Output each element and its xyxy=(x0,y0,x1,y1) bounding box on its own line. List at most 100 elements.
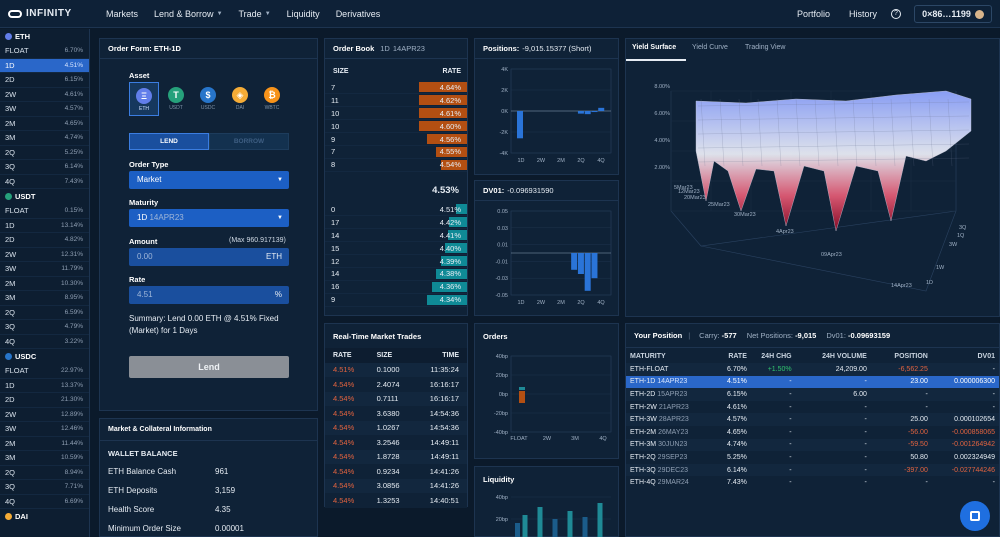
net-label: Net Positions: xyxy=(746,331,793,340)
order-book-row[interactable]: 7 4.64% xyxy=(325,81,467,94)
sidebar-item-usdc-1d[interactable]: 1D 13.37% xyxy=(0,379,89,393)
position-row[interactable]: ETH-3M 30JUN23 4.74% - - -59.50 -0.001264942 xyxy=(626,438,999,452)
sidebar-item-rate: 6.59% xyxy=(64,308,83,316)
asset-usdc[interactable]: $ USDC xyxy=(193,82,223,116)
sidebar-item-eth-2w[interactable]: 2W 4.61% xyxy=(0,88,89,102)
order-book-row[interactable]: 12 4.39% xyxy=(325,254,467,268)
position-row[interactable]: ETH-1D 14APR23 4.51% - - 23.00 0.000006300 xyxy=(626,375,999,389)
order-book-row[interactable]: 9 4.56% xyxy=(325,132,467,146)
sidebar-item-eth-3w[interactable]: 3W 4.57% xyxy=(0,102,89,117)
sidebar-item-eth-4q[interactable]: 4Q 7.43% xyxy=(0,175,89,189)
order-book-row[interactable]: 10 4.60% xyxy=(325,119,467,133)
position-row[interactable]: ETH-3W 28APR23 4.57% - - 25.00 0.000102654 xyxy=(626,413,999,426)
order-book-row[interactable]: 14 4.38% xyxy=(325,267,467,281)
nav-markets[interactable]: Markets xyxy=(106,9,138,19)
position-row[interactable]: ETH-FLOAT 6.70% +1.50% 24,209.00 -6,562.25 - xyxy=(626,363,999,376)
sidebar-item-eth-2d[interactable]: 2D 6.15% xyxy=(0,73,89,88)
sidebar-item-usdc-2m[interactable]: 2M 11.44% xyxy=(0,437,89,451)
sidebar-item-usdt-2m[interactable]: 2M 10.30% xyxy=(0,277,89,291)
asset-usdt[interactable]: T USDT xyxy=(161,82,191,116)
order-book-row[interactable]: 16 4.36% xyxy=(325,280,467,294)
sidebar-item-usdt-2q[interactable]: 2Q 6.59% xyxy=(0,306,89,320)
sidebar-item-usdc-3m[interactable]: 3M 10.59% xyxy=(0,451,89,466)
sidebar-item-usdc-2w[interactable]: 2W 12.89% xyxy=(0,408,89,422)
sidebar-item-tenor: 1D xyxy=(5,220,15,230)
wallet-button[interactable]: 0×86…1199 xyxy=(914,5,992,23)
sidebar-item-eth-3q[interactable]: 3Q 6.14% xyxy=(0,160,89,175)
sidebar-item-usdt-float[interactable]: FLOAT 0.15% xyxy=(0,204,89,219)
nav-derivatives[interactable]: Derivatives xyxy=(336,9,381,19)
tab-trading-view[interactable]: Trading View xyxy=(745,44,786,51)
sidebar-item-usdt-3m[interactable]: 3M 8.95% xyxy=(0,291,89,306)
y-tick-label: -0.05 xyxy=(495,293,508,299)
maturity-select[interactable]: 1D 14APR23 ▼ xyxy=(129,209,289,227)
position-row[interactable]: ETH-2Q 29SEP23 5.25% - - 50.80 0.002324949 xyxy=(626,451,999,464)
sidebar-group-eth[interactable]: ETH xyxy=(0,29,89,44)
sidebar-item-usdc-4q[interactable]: 4Q 6.69% xyxy=(0,495,89,509)
position-row[interactable]: ETH-3Q 29DEC23 6.14% - - -397.00 -0.027744246 xyxy=(626,463,999,477)
asset-wbtc[interactable]: ₿ WBTC xyxy=(257,82,287,116)
sidebar-item-eth-float[interactable]: FLOAT 6.70% xyxy=(0,44,89,59)
sidebar-item-usdt-4q[interactable]: 4Q 3.22% xyxy=(0,335,89,349)
lend-submit-button[interactable]: Lend xyxy=(129,356,289,378)
sidebar-item-usdt-3q[interactable]: 3Q 4.79% xyxy=(0,320,89,335)
position-row[interactable]: ETH-2M 26MAY23 4.65% - - -56.00 -0.000858065 xyxy=(626,425,999,439)
sidebar-item-usdc-2q[interactable]: 2Q 8.94% xyxy=(0,466,89,480)
order-book-row[interactable]: 8 4.54% xyxy=(325,158,467,172)
position-col-rate: RATE xyxy=(728,352,747,360)
brand-logo[interactable]: INFINITY xyxy=(8,8,90,19)
order-book-row[interactable]: 10 4.61% xyxy=(325,106,467,120)
sidebar-item-usdt-3w[interactable]: 3W 11.79% xyxy=(0,262,89,277)
nav-portfolio[interactable]: Portfolio xyxy=(797,9,831,19)
sidebar-item-usdt-1d[interactable]: 1D 13.14% xyxy=(0,219,89,233)
usdc-icon xyxy=(5,353,12,360)
borrow-toggle[interactable]: BORROW xyxy=(209,133,289,150)
nav-lend-borrow[interactable]: Lend & Borrow ▼ xyxy=(154,9,223,19)
tab-yield-surface[interactable]: Yield Surface xyxy=(632,44,677,51)
help-icon[interactable]: ? xyxy=(891,9,901,19)
sidebar-item-usdc-float[interactable]: FLOAT 22.97% xyxy=(0,364,89,379)
sidebar-item-usdt-2w[interactable]: 2W 12.31% xyxy=(0,248,89,262)
yield-surface-chart[interactable]: 8.00% 6.00% 4.00% 2.00% 5Mar2312Mar2320Mar23… xyxy=(626,61,999,316)
sidebar-item-usdc-3w[interactable]: 3W 12.46% xyxy=(0,422,89,437)
sidebar-item-eth-3m[interactable]: 3M 4.74% xyxy=(0,131,89,146)
sidebar-item-usdc-2d[interactable]: 2D 21.30% xyxy=(0,393,89,408)
order-book-row[interactable]: 7 4.55% xyxy=(325,145,467,159)
position-row[interactable]: ETH-2D 15APR23 6.15% - 6.00 - - xyxy=(626,388,999,401)
sidebar-group-dai[interactable]: DAI xyxy=(0,509,89,524)
position-rate: 7.43% xyxy=(727,479,747,487)
order-rate: 4.64% xyxy=(439,82,461,92)
asset-dai[interactable]: ◈ DAI xyxy=(225,82,255,116)
sidebar-group-usdt[interactable]: USDT xyxy=(0,189,89,204)
sidebar-item-eth-2m[interactable]: 2M 4.65% xyxy=(0,117,89,131)
sidebar-item-rate: 7.71% xyxy=(64,483,83,491)
tenor-tick-label: 3Q xyxy=(959,225,967,231)
position-24h-chg: - xyxy=(789,441,792,449)
order-book-row[interactable]: 14 4.41% xyxy=(325,228,467,242)
position-row[interactable]: ETH-4Q 29MAR24 7.43% - - - - xyxy=(626,476,999,489)
sidebar-item-usdc-3q[interactable]: 3Q 7.71% xyxy=(0,480,89,495)
sidebar-group-usdc[interactable]: USDC xyxy=(0,349,89,364)
position-row[interactable]: ETH-2W 21APR23 4.61% - - - - xyxy=(626,400,999,414)
nav-trade[interactable]: Trade ▼ xyxy=(239,9,271,19)
order-book-row[interactable]: 0 4.51% xyxy=(325,203,467,216)
position-maturity: ETH-3M 30JUN23 xyxy=(626,439,723,452)
sidebar-item-eth-1d[interactable]: 1D 4.51% xyxy=(0,58,89,73)
sidebar-item-eth-2q[interactable]: 2Q 5.25% xyxy=(0,146,89,160)
asset-eth[interactable]: Ξ ETH xyxy=(129,82,159,116)
order-book-row[interactable]: 11 4.62% xyxy=(325,93,467,107)
chat-fab-button[interactable] xyxy=(960,501,990,531)
order-book-row[interactable]: 9 4.34% xyxy=(325,293,467,307)
top-nav: INFINITY Markets Lend & Borrow ▼ Trade ▼ L… xyxy=(0,0,1000,28)
maturity-name: ETH-3W xyxy=(630,416,657,424)
sidebar-item-usdt-2d[interactable]: 2D 4.82% xyxy=(0,233,89,248)
nav-history[interactable]: History xyxy=(849,9,878,19)
order-book-row[interactable]: 15 4.40% xyxy=(325,241,467,255)
rate-input[interactable]: 4.51 % xyxy=(129,286,289,304)
lend-toggle[interactable]: LEND xyxy=(129,133,209,150)
tab-yield-curve[interactable]: Yield Curve xyxy=(692,44,728,51)
nav-liquidity[interactable]: Liquidity xyxy=(287,9,320,19)
order-type-select[interactable]: Market ▼ xyxy=(129,171,289,189)
order-book-row[interactable]: 17 4.42% xyxy=(325,215,467,229)
amount-input[interactable]: 0.00 ETH xyxy=(129,248,289,266)
